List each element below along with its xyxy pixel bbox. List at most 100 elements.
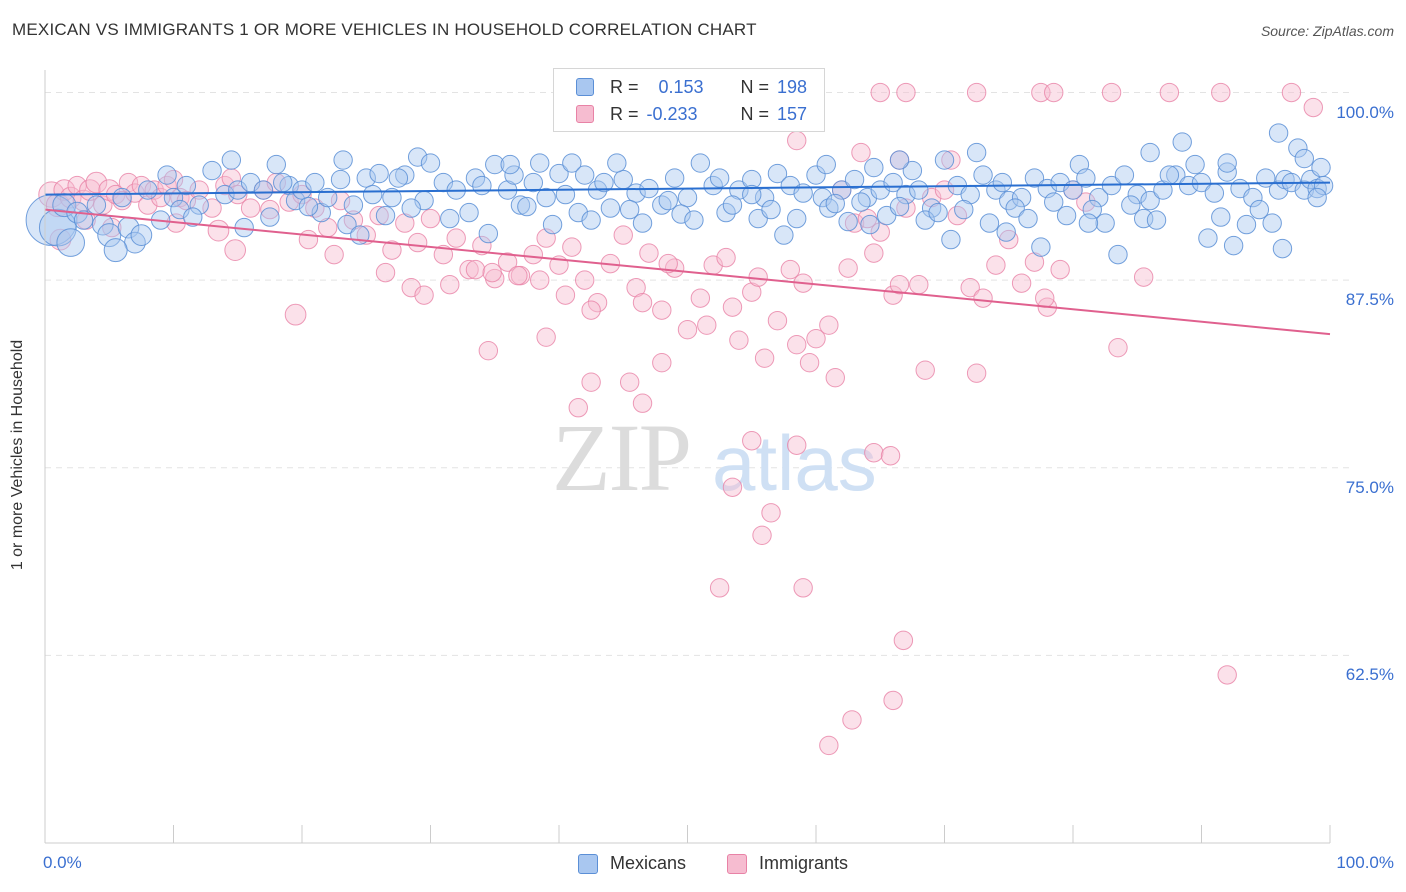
immigrants-point [613, 225, 633, 245]
mexicans-point [1159, 165, 1180, 185]
immigrants-point [446, 228, 466, 248]
immigrants-point [960, 277, 980, 298]
mexicans-point [1121, 195, 1141, 215]
immigrants-point [793, 578, 813, 598]
immigrants-point [478, 340, 499, 361]
mexicans-point [298, 196, 319, 217]
immigrants-point [889, 274, 910, 295]
mexicans-point [86, 195, 107, 215]
mexicans-point [722, 195, 743, 215]
mexicans-point [928, 202, 948, 223]
immigrants-point [780, 259, 800, 280]
immigrants-point [1159, 82, 1180, 103]
immigrants-point [973, 288, 993, 308]
immigrants-point [632, 393, 653, 413]
immigrants-point [555, 285, 576, 305]
immigrants-point [677, 319, 698, 340]
immigrants-point [838, 258, 858, 278]
immigrants-point [118, 172, 139, 193]
immigrants-point [1281, 82, 1302, 103]
mexicans-point [311, 202, 331, 223]
mexicans-point [130, 224, 153, 246]
legend-n-value: 198 [777, 76, 808, 97]
immigrants-point [420, 208, 441, 229]
mexicans-point [362, 184, 383, 205]
immigrants-point [1035, 288, 1055, 308]
immigrants-point [568, 398, 588, 418]
mexicans-point [816, 154, 836, 175]
mexicans-point [1172, 132, 1192, 152]
mexicans-points [25, 123, 1334, 265]
x-tick-label-max: 100.0% [1336, 853, 1394, 872]
mexicans-point [594, 172, 614, 193]
immigrants-point [433, 244, 454, 265]
immigrants-point [1303, 97, 1323, 118]
correlation-legend: R = 0.153 N = 198 R = -0.233 N = 157 [553, 68, 825, 132]
immigrants-point [536, 327, 556, 347]
immigrants-point [880, 446, 901, 466]
mexicans-point [729, 180, 749, 200]
immigrants-point [1101, 82, 1122, 103]
mexicans-point [1056, 205, 1077, 226]
legend-r-label: R = [610, 103, 639, 124]
immigrants-point [909, 274, 929, 295]
immigrants-point [240, 198, 261, 218]
y-tick-label: 62.5% [1345, 665, 1394, 685]
mexicans-point [73, 210, 94, 230]
immigrants-point [915, 360, 935, 380]
mexicans-point [472, 175, 492, 196]
immigrants-point [864, 243, 884, 263]
mexicans-point [1294, 148, 1315, 169]
mexicans-point [896, 184, 916, 205]
immigrants-point [626, 277, 646, 298]
mexicans-point [1211, 207, 1231, 227]
mexicans-point [375, 205, 396, 226]
immigrants-point [883, 690, 903, 711]
mexicans-point [838, 211, 858, 232]
legend-swatch-blue [578, 853, 598, 874]
mexicans-point [530, 153, 550, 173]
mexicans-point [1204, 183, 1225, 203]
mexicans-point [523, 172, 543, 193]
legend-swatch-blue [576, 78, 594, 96]
mexicans-point [1078, 213, 1099, 233]
mexicans-point [1140, 190, 1160, 211]
mexicans-point [103, 238, 128, 263]
mexicans-point [860, 214, 880, 235]
immigrants-point [375, 262, 396, 283]
immigrants-point [324, 244, 344, 265]
mexicans-point [1249, 199, 1270, 220]
mexicans-point [979, 213, 1000, 233]
mexicans-point [562, 153, 582, 173]
immigrants-point [652, 352, 672, 373]
immigrants-point [1011, 273, 1032, 293]
mexicans-point [1223, 235, 1244, 256]
immigrants-point [619, 372, 640, 392]
immigrants-point [508, 265, 528, 286]
immigrants-point [1211, 82, 1231, 103]
immigrants-point [530, 270, 550, 290]
immigrants-point [652, 300, 672, 320]
mexicans-point [253, 180, 274, 200]
mexicans-point [1140, 142, 1160, 163]
legend-swatch-pink [576, 105, 594, 123]
mexicans-point [420, 153, 441, 173]
mexicans-point [1127, 184, 1147, 205]
immigrants-point [729, 330, 749, 350]
mexicans-point [761, 199, 781, 220]
mexicans-point [1191, 172, 1212, 193]
mexicans-point [260, 207, 280, 227]
mexicans-point [677, 187, 698, 208]
axes [44, 70, 1331, 844]
mexicans-point [1236, 214, 1257, 235]
mexicans-point [716, 202, 736, 223]
mexicans-point [806, 165, 826, 185]
watermark-zip: ZIP [552, 404, 690, 511]
mexicans-point [1185, 154, 1205, 175]
immigrants-point [382, 240, 402, 260]
immigrants-point [870, 82, 890, 103]
mexicans-point [632, 213, 653, 233]
immigrants-point [102, 217, 122, 238]
immigrants-point [986, 255, 1006, 275]
